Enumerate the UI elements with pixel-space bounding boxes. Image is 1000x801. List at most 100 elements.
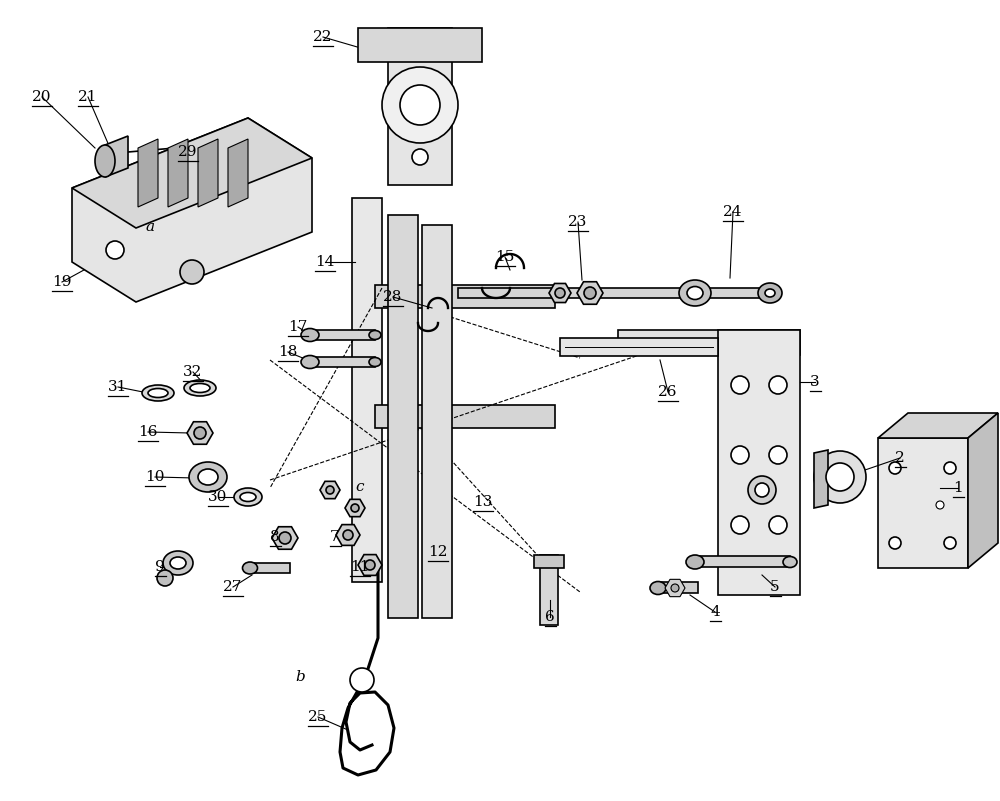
Text: 12: 12 [428, 545, 448, 559]
Text: 28: 28 [383, 290, 403, 304]
Ellipse shape [748, 476, 776, 504]
Text: 2: 2 [895, 451, 905, 465]
Ellipse shape [301, 356, 319, 368]
Polygon shape [375, 405, 555, 428]
Circle shape [769, 516, 787, 534]
Ellipse shape [184, 380, 216, 396]
Ellipse shape [369, 331, 381, 340]
Polygon shape [560, 338, 718, 356]
Text: 1: 1 [953, 481, 963, 495]
Text: b: b [295, 670, 305, 684]
Ellipse shape [242, 562, 258, 574]
Ellipse shape [170, 557, 186, 569]
Polygon shape [358, 554, 382, 575]
Text: 11: 11 [350, 560, 370, 574]
Polygon shape [310, 330, 375, 340]
Text: a: a [145, 220, 155, 234]
Ellipse shape [783, 557, 797, 567]
Ellipse shape [758, 283, 782, 303]
Text: 14: 14 [315, 255, 335, 269]
Circle shape [326, 486, 334, 494]
Ellipse shape [814, 451, 866, 503]
Ellipse shape [234, 488, 262, 506]
Circle shape [343, 530, 353, 540]
Circle shape [769, 446, 787, 464]
Text: 18: 18 [278, 345, 298, 359]
Text: 9: 9 [155, 560, 165, 574]
Text: 30: 30 [208, 490, 228, 504]
Ellipse shape [755, 483, 769, 497]
Ellipse shape [148, 388, 168, 397]
Circle shape [889, 537, 901, 549]
Polygon shape [310, 357, 375, 367]
Polygon shape [138, 139, 158, 207]
Polygon shape [168, 139, 188, 207]
Polygon shape [358, 28, 482, 62]
Text: 29: 29 [178, 145, 198, 159]
Polygon shape [665, 579, 685, 597]
Ellipse shape [95, 145, 115, 177]
Polygon shape [336, 525, 360, 545]
Text: 15: 15 [495, 250, 515, 264]
Ellipse shape [301, 328, 319, 341]
Circle shape [350, 668, 374, 692]
Circle shape [769, 376, 787, 394]
Text: 19: 19 [52, 275, 72, 289]
Circle shape [731, 446, 749, 464]
Polygon shape [534, 555, 564, 568]
Text: 32: 32 [183, 365, 203, 379]
Circle shape [944, 462, 956, 474]
Ellipse shape [687, 287, 703, 300]
Circle shape [180, 260, 204, 284]
Text: 21: 21 [78, 90, 98, 104]
Polygon shape [345, 499, 365, 517]
Ellipse shape [679, 280, 711, 306]
Ellipse shape [765, 289, 775, 297]
Circle shape [731, 376, 749, 394]
Circle shape [936, 501, 944, 509]
Circle shape [555, 288, 565, 298]
Polygon shape [658, 582, 698, 593]
Polygon shape [228, 139, 248, 207]
Text: 27: 27 [223, 580, 243, 594]
Circle shape [279, 532, 291, 544]
Text: 20: 20 [32, 90, 52, 104]
Circle shape [365, 560, 375, 570]
Polygon shape [105, 136, 128, 177]
Ellipse shape [650, 582, 666, 594]
Text: 5: 5 [770, 580, 780, 594]
Polygon shape [187, 422, 213, 445]
Text: 8: 8 [270, 530, 280, 544]
Circle shape [671, 584, 679, 592]
Circle shape [157, 570, 173, 586]
Text: 4: 4 [710, 605, 720, 619]
Ellipse shape [240, 493, 256, 501]
Ellipse shape [142, 385, 174, 401]
Ellipse shape [826, 463, 854, 491]
Text: 25: 25 [308, 710, 328, 724]
Text: 26: 26 [658, 385, 678, 399]
Polygon shape [718, 330, 800, 595]
Text: 24: 24 [723, 205, 743, 219]
Polygon shape [388, 28, 452, 185]
Circle shape [889, 462, 901, 474]
Polygon shape [72, 118, 312, 302]
Polygon shape [814, 450, 828, 508]
Polygon shape [968, 413, 998, 568]
Circle shape [584, 287, 596, 299]
Ellipse shape [369, 357, 381, 367]
Polygon shape [618, 330, 800, 355]
Polygon shape [375, 285, 555, 308]
Ellipse shape [163, 551, 193, 575]
Text: 22: 22 [313, 30, 333, 44]
Circle shape [412, 149, 428, 165]
Circle shape [731, 516, 749, 534]
Circle shape [106, 241, 124, 259]
Text: 17: 17 [288, 320, 308, 334]
Polygon shape [250, 563, 290, 573]
Polygon shape [198, 139, 218, 207]
Text: 13: 13 [473, 495, 493, 509]
Polygon shape [422, 225, 452, 618]
Text: 7: 7 [330, 530, 340, 544]
Polygon shape [352, 198, 382, 582]
